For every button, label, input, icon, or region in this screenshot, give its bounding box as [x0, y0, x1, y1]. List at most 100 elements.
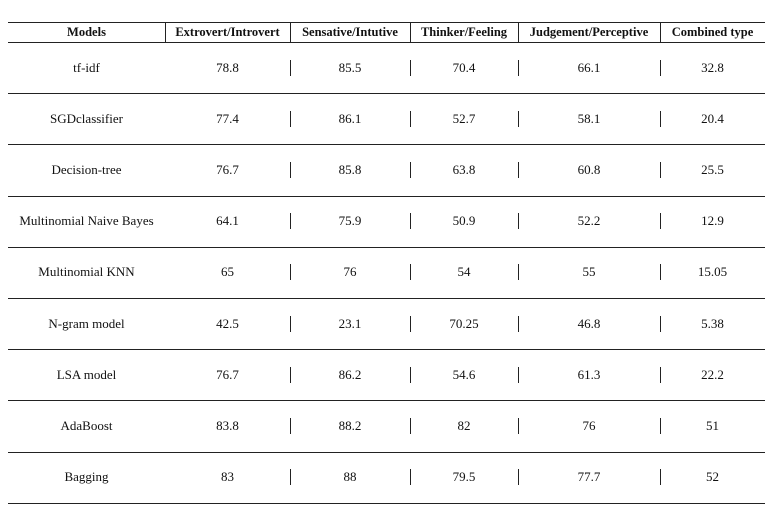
model-name: tf-idf [73, 59, 100, 75]
cell-divider [518, 418, 519, 434]
model-name: LSA model [56, 366, 117, 382]
cell-divider [290, 469, 291, 486]
cell-divider [660, 418, 661, 434]
rule [8, 502, 765, 504]
cell-divider [410, 162, 411, 178]
cell-divider [660, 366, 661, 383]
score-cell: 65 [221, 264, 234, 280]
score-cell: 52 [706, 469, 719, 485]
cell-divider [290, 418, 291, 434]
score-cell: 88.2 [338, 417, 362, 433]
header-cell: Models [67, 24, 106, 39]
score-cell: 58.1 [577, 110, 601, 126]
cell-divider [660, 59, 661, 76]
rule [8, 246, 765, 248]
cell-divider [410, 110, 411, 127]
score-cell: 63.8 [452, 161, 476, 177]
rule [8, 400, 765, 402]
cell-divider [410, 469, 411, 486]
score-cell: 54 [457, 264, 471, 280]
cell-divider [290, 366, 291, 383]
cell-divider [660, 110, 661, 127]
cell-divider [410, 59, 411, 76]
score-cell: 85.8 [338, 161, 362, 177]
header-cell: Extrovert/Introvert [175, 24, 280, 39]
score-cell: 51 [706, 417, 719, 433]
cell-divider [290, 162, 291, 178]
score-cell: 82 [457, 417, 471, 433]
cell-divider [290, 213, 291, 230]
score-cell: 88 [343, 469, 357, 485]
score-cell: 12.9 [701, 213, 724, 229]
score-cell: 50.9 [452, 213, 476, 229]
score-cell: 70.4 [452, 59, 476, 75]
header-cell: Thinker/Feeling [420, 24, 508, 39]
cell-divider [660, 469, 661, 486]
cell-divider [410, 366, 411, 383]
score-cell: 32.8 [701, 59, 724, 75]
score-cell: 55 [582, 264, 596, 280]
cell-divider [410, 418, 411, 434]
score-cell: 25.5 [701, 161, 724, 177]
header-cell: Sensative/Intutive [302, 24, 398, 39]
score-cell: 54.6 [452, 366, 476, 382]
model-name: Bagging [64, 469, 109, 485]
rule [8, 42, 765, 43]
column-rule [290, 22, 291, 42]
rule [8, 195, 765, 197]
score-cell: 77.4 [216, 110, 239, 126]
cell-divider [410, 315, 411, 332]
score-cell: 78.8 [216, 59, 239, 75]
column-rule [165, 22, 166, 42]
cell-divider [290, 315, 291, 332]
rule [8, 451, 765, 453]
score-cell: 61.3 [577, 366, 601, 382]
header-cell: Judgement/Perceptive [529, 24, 649, 39]
score-cell: 83 [221, 469, 234, 485]
score-cell: 22.2 [701, 366, 724, 382]
cell-divider [518, 366, 519, 383]
column-rule [410, 22, 411, 42]
header-cell: Combined type [671, 24, 754, 39]
column-rule [518, 22, 519, 42]
cell-divider [518, 213, 519, 230]
score-cell: 20.4 [701, 110, 724, 126]
score-cell: 76.7 [216, 366, 239, 382]
score-cell: 70.25 [449, 315, 479, 331]
column-rule [660, 22, 661, 42]
score-cell: 52.7 [452, 110, 476, 126]
rule [8, 93, 765, 95]
score-cell: 23.1 [338, 315, 362, 331]
score-cell: 76 [582, 417, 596, 433]
cell-divider [290, 264, 291, 281]
score-cell: 77.7 [577, 469, 601, 485]
score-cell: 42.5 [216, 315, 239, 331]
cell-divider [660, 162, 661, 178]
score-cell: 79.5 [452, 469, 476, 485]
model-name: N-gram model [48, 315, 125, 331]
cell-divider [518, 162, 519, 178]
score-cell: 75.9 [338, 213, 362, 229]
rule [8, 144, 765, 146]
cell-divider [410, 213, 411, 230]
score-cell: 46.8 [577, 315, 601, 331]
model-name: Decision-tree [51, 161, 122, 177]
score-cell: 15.05 [697, 264, 728, 280]
cell-divider [518, 315, 519, 332]
cell-divider [290, 59, 291, 76]
cell-divider [518, 264, 519, 281]
rule [8, 298, 765, 299]
rule [8, 22, 765, 23]
score-cell: 86.1 [338, 110, 362, 126]
score-cell: 85.5 [338, 59, 362, 75]
model-name: SGDclassifier [50, 110, 123, 126]
cell-divider [518, 469, 519, 486]
cell-divider [290, 110, 291, 127]
cell-divider [660, 264, 661, 281]
score-cell: 76 [343, 264, 357, 280]
score-cell: 86.2 [338, 366, 362, 382]
score-cell: 66.1 [577, 59, 601, 75]
cell-divider [518, 59, 519, 76]
cell-divider [660, 315, 661, 332]
